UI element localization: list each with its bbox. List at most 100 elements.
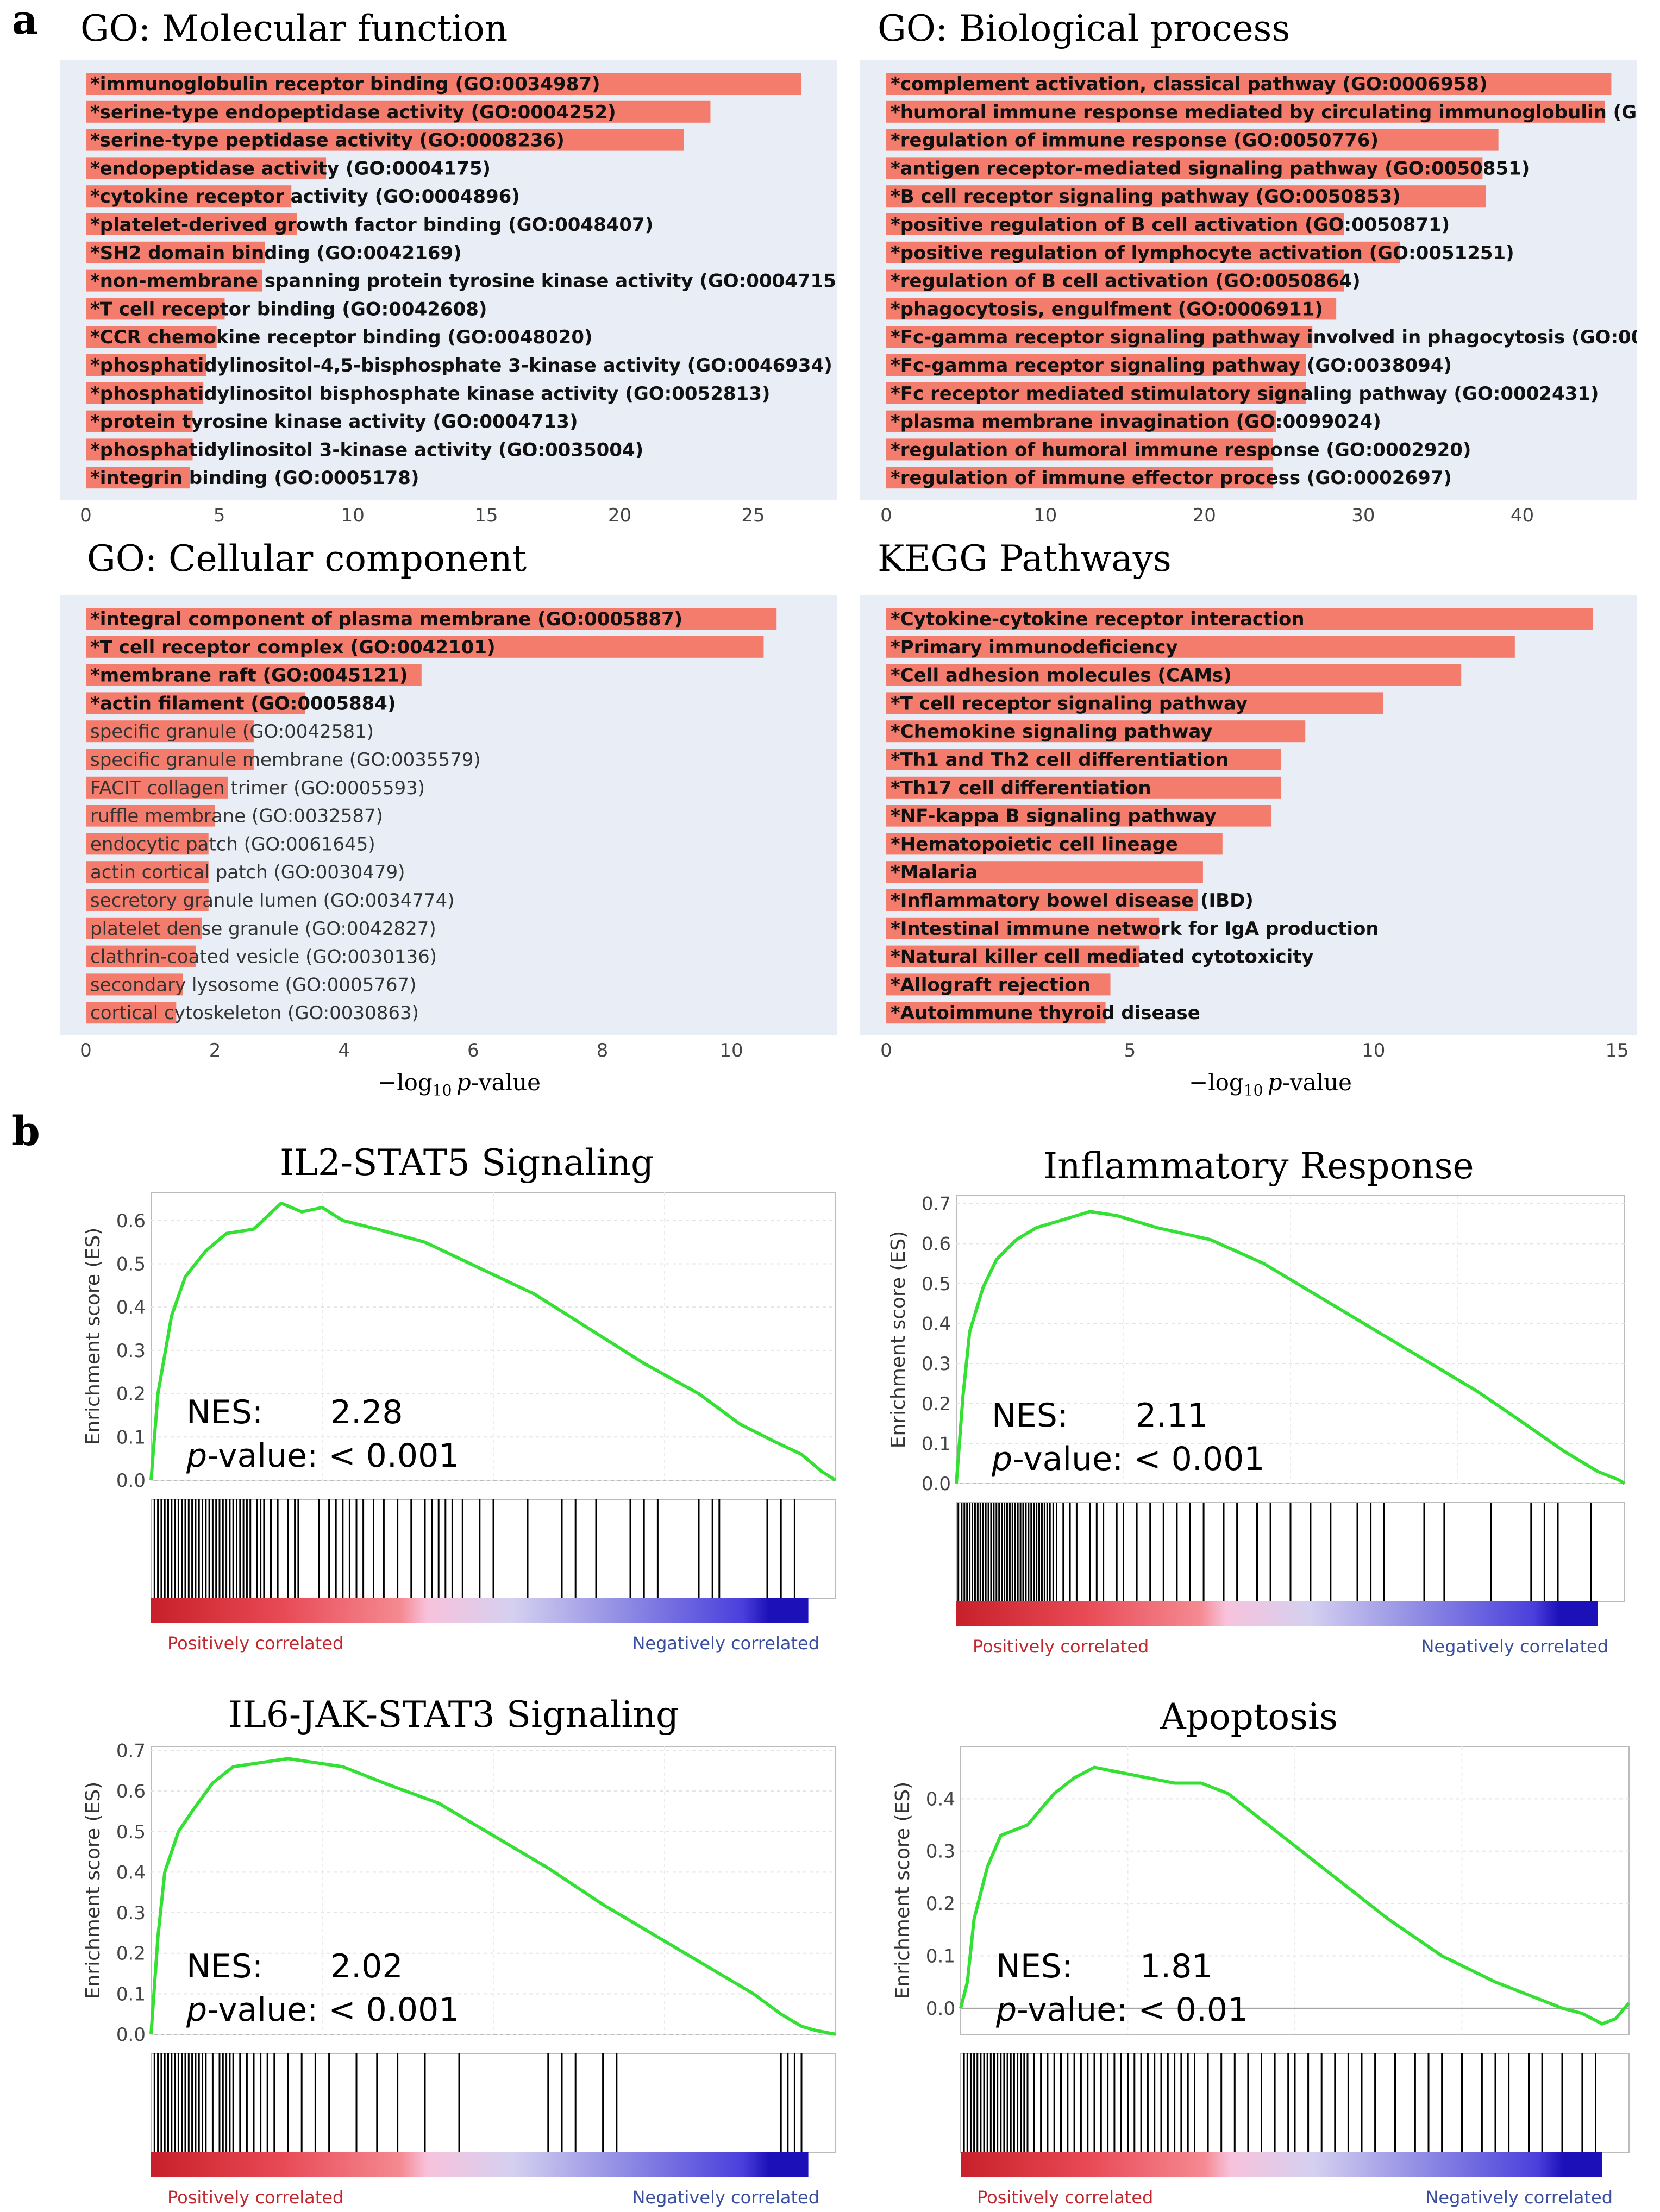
bar (886, 917, 1160, 939)
bar (886, 692, 1383, 714)
bar (86, 213, 297, 235)
bar (886, 157, 1483, 179)
bar (86, 776, 228, 799)
y-tick-label: 0.0 (922, 1473, 951, 1495)
pvalue-label: p-value: < 0.001 (186, 1437, 459, 1475)
bar-label: *Chemokine signaling pathway (891, 721, 1212, 743)
bar (86, 100, 711, 123)
positively-correlated-label: Positively correlated (167, 2187, 343, 2208)
bar (86, 833, 209, 855)
bar-label: FACIT collagen trimer (GO:0005593) (90, 777, 425, 799)
pvalue-var: p (186, 1437, 207, 1475)
bar (86, 973, 183, 996)
bar (86, 438, 193, 461)
caption-prefix: −log (1189, 1069, 1244, 1096)
bar-label: actin cortical patch (GO:0030479) (90, 862, 405, 883)
bar-label: *phosphatidylinositol 3-kinase activity … (90, 439, 643, 461)
y-tick-label: 0.3 (116, 1902, 146, 1924)
bar (886, 945, 1140, 967)
bar-label: *B cell receptor signaling pathway (GO:0… (891, 186, 1401, 208)
pvalue-value: < 0.01 (1138, 1991, 1248, 2029)
bar-label: *cytokine receptor activity (GO:0004896) (90, 186, 520, 208)
bar-chart-cellular-component: 0 2 4 6 8 10 *integral component of plasma mem… (60, 595, 837, 1061)
bar-label: *Inflammatory bowel disease (IBD) (891, 890, 1254, 912)
bar (886, 129, 1499, 151)
panel-b-label: b (12, 1108, 40, 1155)
x-tick-label: 0 (880, 505, 892, 526)
y-axis-label: Enrichment score (ES) (887, 1231, 910, 1448)
bar-label: *endopeptidase activity (GO:0004175) (90, 158, 491, 179)
bar-label: *Intestinal immune network for IgA produ… (891, 918, 1379, 940)
pvalue-value: < 0.001 (328, 1437, 459, 1475)
x-tick-label: 2 (209, 1040, 221, 1061)
bar (886, 298, 1337, 320)
x-tick-label: 0 (880, 1040, 892, 1061)
bar (86, 805, 215, 827)
y-tick-label: 0.2 (116, 1943, 146, 1965)
bar (86, 917, 202, 939)
bar (86, 664, 422, 686)
bar-label: *platelet-derived growth factor binding … (90, 214, 653, 236)
bar (886, 973, 1111, 996)
bar (86, 326, 217, 348)
bar-chart-3-title: KEGG Pathways (878, 538, 1172, 580)
x-tick-label: 8 (597, 1040, 609, 1061)
pvalue-value: < 0.001 (328, 1991, 459, 2029)
caption-suffix: -value (471, 1069, 541, 1096)
bar-label: *protein tyrosine kinase activity (GO:00… (90, 411, 578, 433)
pvalue-text: -value: (1012, 1440, 1133, 1478)
x-tick-label: 40 (1511, 505, 1534, 526)
negatively-correlated-label: Negatively correlated (632, 2187, 819, 2208)
bar (886, 664, 1462, 686)
y-tick-label: 0.4 (926, 1788, 955, 1810)
bar-label: *positive regulation of B cell activatio… (891, 214, 1450, 236)
y-tick-label: 0.0 (926, 1998, 955, 2020)
x-tick-label: 0 (80, 505, 92, 526)
y-tick-label: 0.1 (116, 1427, 146, 1448)
bar-chart-0-title: GO: Molecular function (80, 8, 508, 49)
bar (886, 889, 1198, 911)
y-tick-label: 0.2 (116, 1384, 146, 1405)
bar-label: ruffle membrane (GO:0032587) (90, 806, 383, 827)
x-tick-label: 25 (741, 505, 765, 526)
bar-label: *Th17 cell differentiation (891, 777, 1151, 799)
x-tick-label: 10 (341, 505, 365, 526)
y-tick-label: 0.3 (116, 1340, 146, 1362)
bar-label: *T cell receptor complex (GO:0042101) (90, 637, 496, 658)
rank-gradient-bar (151, 1598, 809, 1623)
caption-var: p (1267, 1069, 1282, 1096)
bar-label: *phosphatidylinositol-4,5-bisphosphate 3… (90, 355, 832, 376)
es-curve (149, 1757, 836, 2036)
bar (86, 73, 801, 95)
y-tick-label: 0.4 (116, 1862, 146, 1883)
y-tick-label: 0.2 (922, 1393, 951, 1415)
bar-label: *Autoimmune thyroid disease (891, 1002, 1200, 1024)
bar-label: *phagocytosis, engulfment (GO:0006911) (891, 298, 1323, 320)
nes-label: NES: (186, 1947, 263, 1985)
y-tick-label: 0.5 (116, 1821, 146, 1843)
bar-label: cortical cytoskeleton (GO:0030863) (90, 1002, 419, 1024)
caption-var: p (456, 1069, 471, 1096)
gsea-plot-apoptosis: 0.0 0.1 0.2 0.3 0.4 Enrichment score (ES) NES:… (892, 1746, 1631, 2208)
x-tick-label: 5 (1124, 1040, 1136, 1061)
nes-label: NES: (186, 1393, 263, 1431)
y-axis-label: Enrichment score (ES) (82, 1228, 104, 1445)
bar-label: *Cytokine-cytokine receptor interaction (891, 608, 1305, 630)
bar-label: *immunoglobulin receptor binding (GO:003… (90, 73, 600, 95)
rank-gradient-bar (961, 2152, 1602, 2177)
bar-chart-1-title: GO: Biological process (878, 8, 1291, 49)
bar-label: *membrane raft (GO:0045121) (90, 665, 408, 687)
y-tick-label: 0.1 (116, 1983, 146, 2005)
pvalue-value: < 0.001 (1133, 1440, 1264, 1478)
x-tick-label: 10 (719, 1040, 743, 1061)
bar (886, 269, 1344, 292)
bar (86, 692, 305, 714)
bar-label: *integrin binding (GO:0005178) (90, 467, 419, 489)
x-tick-label: 30 (1351, 505, 1375, 526)
bar-label: *T cell receptor binding (GO:0042608) (90, 298, 487, 320)
y-axis-label: Enrichment score (ES) (892, 1782, 914, 1999)
bar (886, 100, 1605, 123)
bar (86, 269, 262, 292)
bar (86, 1002, 177, 1024)
pvalue-text: -value: (207, 1437, 328, 1475)
